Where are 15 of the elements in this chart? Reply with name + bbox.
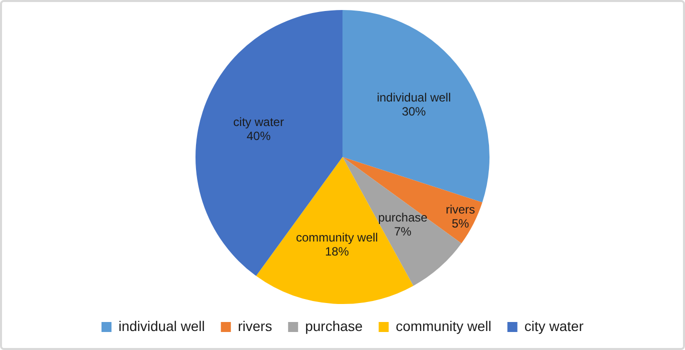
legend-label: community well (396, 318, 492, 334)
slice-label: purchase (378, 210, 428, 225)
data-label: 5% (452, 216, 470, 230)
legend-label: individual well (118, 318, 205, 334)
data-label: 30% (402, 104, 426, 118)
data-label: 7% (394, 224, 412, 239)
legend-label: purchase (305, 318, 363, 334)
slice-label: individual well (376, 90, 451, 104)
data-label: 40% (246, 129, 271, 144)
slice-label: community well (296, 230, 378, 244)
legend-label: city water (524, 318, 584, 334)
slice-label: city water (233, 115, 284, 130)
slice-label: rivers (446, 202, 476, 216)
legend-label: rivers (238, 318, 272, 334)
data-label: 18% (324, 244, 350, 258)
